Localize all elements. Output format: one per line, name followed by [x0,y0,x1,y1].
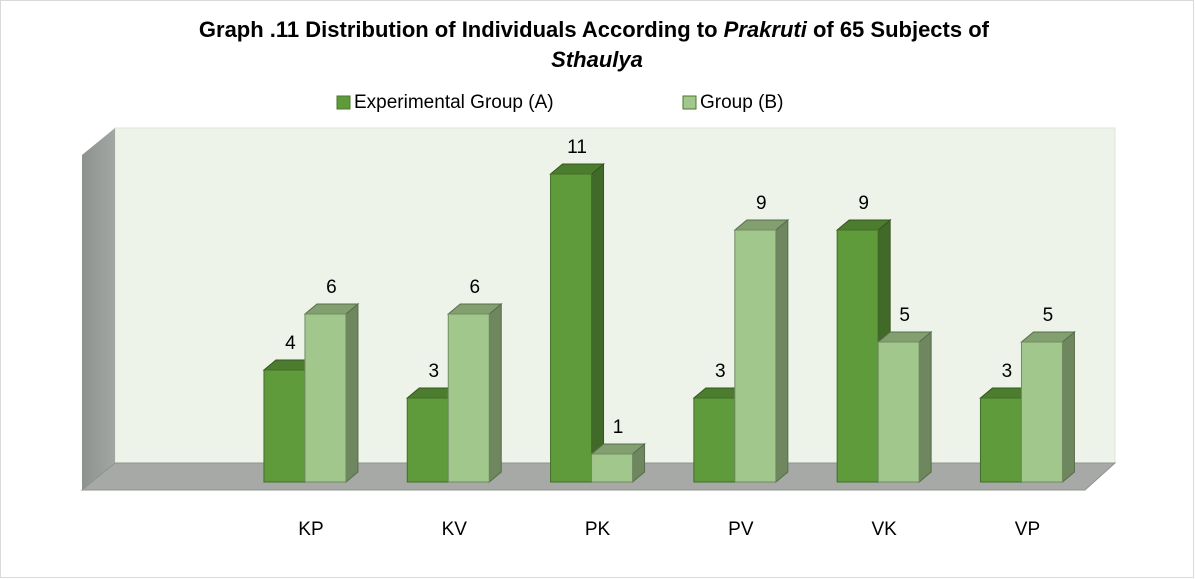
title-part: Graph .11 Distribution of Individuals Ac… [199,17,724,42]
bar-side [918,330,932,484]
data-label: 6 [469,277,480,298]
data-label: 3 [428,361,439,382]
bar [406,397,449,483]
bar-side [488,302,502,484]
title-part: Prakruti [724,17,808,42]
data-label: 9 [756,193,767,214]
chart-title: Graph .11 Distribution of Individuals Ac… [199,17,995,72]
bar [836,229,879,483]
x-tick-label: VK [871,519,897,540]
bar [447,313,490,483]
x-tick-label: PV [728,519,754,540]
bar [550,173,593,483]
data-label: 1 [613,417,624,438]
bar [877,341,920,483]
legend-label: Group (B) [700,92,783,113]
bar [979,397,1022,483]
bar [263,369,306,483]
x-tick-label: KV [442,519,468,540]
bar-side [591,162,605,484]
title-part: of 65 Subjects of [807,17,995,42]
x-tick-label: VP [1015,519,1040,540]
bar-side [1061,330,1075,484]
data-label: 6 [326,277,337,298]
legend-swatch [336,95,351,110]
bar-side [345,302,359,484]
title-part: Sthaulya [551,47,643,72]
bar [591,453,634,483]
x-tick-label: PK [585,519,611,540]
data-label: 3 [1002,361,1013,382]
data-label: 11 [567,137,587,158]
data-label: 3 [715,361,726,382]
data-label: 5 [1043,305,1054,326]
data-label: 9 [858,193,869,214]
bar [1020,341,1063,483]
legend-label: Experimental Group (A) [354,92,554,113]
bar-side [775,218,789,484]
side-wall [82,128,115,490]
bar [693,397,736,483]
bar [304,313,347,483]
data-label: 4 [285,333,296,354]
legend-swatch [682,95,697,110]
data-label: 5 [899,305,910,326]
x-tick-label: KP [298,519,323,540]
bar [734,229,777,483]
